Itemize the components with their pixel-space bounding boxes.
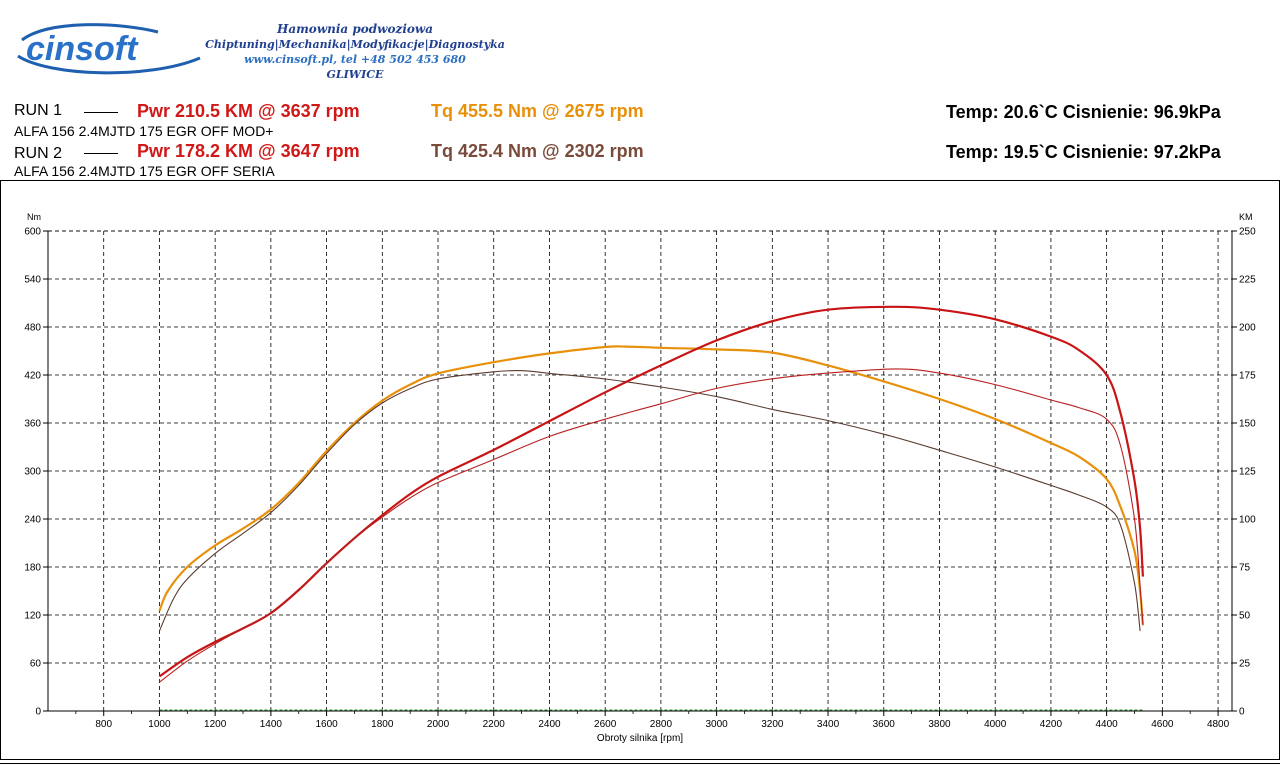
x-tick-label: 1200 xyxy=(204,719,227,730)
company-info: Hamownia podwoziowa Chiptuning|Mechanika… xyxy=(200,22,510,82)
y-left-tick-label: 60 xyxy=(30,659,42,670)
y-left-tick-label: 480 xyxy=(24,323,41,334)
x-tick-label: 4200 xyxy=(1040,719,1063,730)
run2-label: RUN 2 xyxy=(14,145,63,162)
x-tick-label: 4400 xyxy=(1096,719,1119,730)
y-left-tick-label: 360 xyxy=(24,419,41,430)
run1-legend-line xyxy=(84,112,118,113)
run2-legend-line xyxy=(84,153,118,154)
x-tick-label: 1000 xyxy=(148,719,171,730)
x-tick-label: 3400 xyxy=(817,719,840,730)
x-tick-label: 4000 xyxy=(984,719,1007,730)
y-left-tick-label: 540 xyxy=(24,275,41,286)
x-tick-label: 2800 xyxy=(650,719,673,730)
y-right-tick-label: 75 xyxy=(1239,563,1251,574)
report-header: cinsoft Hamownia podwoziowa Chiptuning|M… xyxy=(0,0,1280,180)
y-left-tick-label: 0 xyxy=(35,707,41,718)
y-left-tick-label: 120 xyxy=(24,611,41,622)
run1-torque-summary: Tq 455.5 Nm @ 2675 rpm xyxy=(431,101,644,121)
y-left-tick-label: 600 xyxy=(24,227,41,238)
x-tick-label: 2400 xyxy=(538,719,561,730)
x-tick-label: 1800 xyxy=(371,719,394,730)
company-line-4: GLIWICE xyxy=(326,68,384,81)
run1-label: RUN 1 xyxy=(14,102,63,119)
run-2-tq-curve xyxy=(158,369,1141,632)
logo-text: cinsoft xyxy=(26,30,139,68)
y-right-tick-label: 250 xyxy=(1239,227,1256,238)
x-tick-label: 3000 xyxy=(705,719,728,730)
y-left-tick-label: 420 xyxy=(24,371,41,382)
run2-torque-summary: Tq 425.4 Nm @ 2302 rpm xyxy=(431,141,644,161)
x-tick-label: 3600 xyxy=(873,719,896,730)
x-tick-label: 3200 xyxy=(761,719,784,730)
y-axis-left-label: Nm xyxy=(27,212,41,222)
dyno-chart: 0 60 120 180 240 300 360 420 480 540 600 0 25 50 75 100… xyxy=(24,212,1256,744)
run1-conditions: Temp: 20.6`C Cisnienie: 96.9kPa xyxy=(946,102,1221,122)
run1-power-summary: Pwr 210.5 KM @ 3637 rpm xyxy=(137,101,360,121)
x-tick-label: 800 xyxy=(95,719,112,730)
run-1-tq-curve xyxy=(158,345,1144,626)
x-tick-label: 2600 xyxy=(594,719,617,730)
y-right-tick-label: 150 xyxy=(1239,419,1256,430)
x-tick-label: 3800 xyxy=(928,719,951,730)
y-right-tick-label: 200 xyxy=(1239,323,1256,334)
run2-car: ALFA 156 2.4MJTD 175 EGR OFF SERIA xyxy=(14,163,275,179)
y-left-tick-label: 240 xyxy=(24,515,41,526)
y-right-tick-label: 0 xyxy=(1239,707,1245,718)
run2-power-summary: Pwr 178.2 KM @ 3647 rpm xyxy=(137,141,360,161)
y-right-tick-label: 125 xyxy=(1239,467,1256,478)
y-right-tick-label: 50 xyxy=(1239,611,1251,622)
bottom-rule xyxy=(0,763,1280,764)
y-right-tick-label: 100 xyxy=(1239,515,1256,526)
run-2-pwr-curve xyxy=(159,368,1144,683)
company-line-3: www.cinsoft.pl, tel +48 502 453 680 xyxy=(244,53,466,66)
x-tick-label: 1400 xyxy=(260,719,283,730)
dyno-chart-frame: 0 60 120 180 240 300 360 420 480 540 600 0 25 50 75 100… xyxy=(0,180,1280,760)
x-tick-label: 2200 xyxy=(483,719,506,730)
run1-car: ALFA 156 2.4MJTD 175 EGR OFF MOD+ xyxy=(14,123,274,139)
company-line-2: Chiptuning|Mechanika|Modyfikacje|Diagnos… xyxy=(205,38,505,51)
x-axis-label: Obroty silnika [rpm] xyxy=(597,733,683,744)
x-tick-label: 4800 xyxy=(1207,719,1230,730)
cinsoft-logo: cinsoft xyxy=(8,18,208,80)
run2-conditions: Temp: 19.5`C Cisnienie: 97.2kPa xyxy=(946,142,1221,162)
y-right-tick-label: 225 xyxy=(1239,275,1256,286)
x-tick-label: 4600 xyxy=(1151,719,1174,730)
x-tick-label: 1600 xyxy=(315,719,338,730)
company-line-1: Hamownia podwoziowa xyxy=(277,22,433,36)
y-axis-right-label: KM xyxy=(1239,212,1253,222)
y-right-tick-label: 25 xyxy=(1239,659,1251,670)
y-left-tick-label: 300 xyxy=(24,467,41,478)
y-right-tick-label: 175 xyxy=(1239,371,1256,382)
y-left-tick-label: 180 xyxy=(24,563,41,574)
x-tick-label: 2000 xyxy=(427,719,450,730)
